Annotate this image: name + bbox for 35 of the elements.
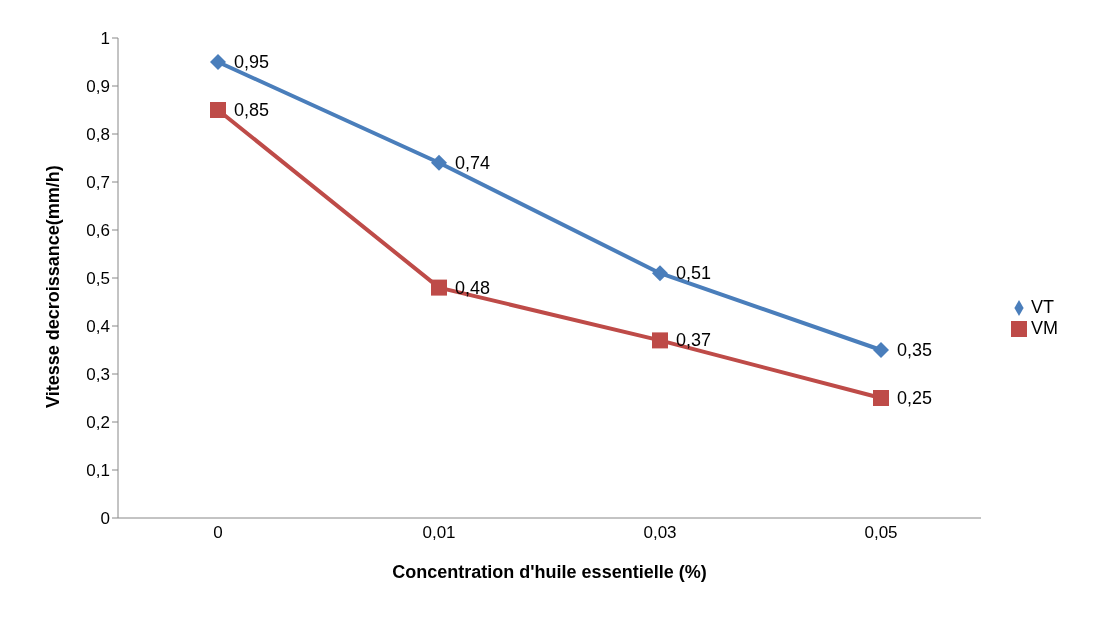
y-tick-label: 1 (100, 29, 110, 49)
data-label: 0,74 (455, 152, 491, 173)
point (652, 265, 668, 282)
y-tick-label: 0,2 (86, 413, 110, 433)
x-tick-label: 0 (213, 523, 223, 543)
data-label: 0,51 (676, 263, 712, 284)
y-tick-label: 0,6 (86, 221, 110, 241)
point (210, 102, 226, 118)
data-label: 0,35 (897, 340, 933, 360)
y-tick-label: 0,7 (86, 173, 110, 193)
y-axis-title: Vitesse decroissance(mm/h) (43, 165, 64, 408)
legend-label: VT (1031, 297, 1055, 317)
y-tick-label: 0,3 (86, 365, 110, 385)
point (652, 332, 668, 349)
x-tick-label: 0,05 (864, 523, 898, 543)
y-tick-label: 0,5 (86, 269, 110, 289)
data-label: 0,48 (455, 277, 491, 298)
x-axis-title: Concentration d'huile essentielle (%) (392, 562, 707, 582)
point (210, 54, 226, 70)
x-tick-label: 0,01 (422, 523, 456, 543)
point (873, 342, 889, 358)
data-label: 0,37 (676, 330, 712, 351)
y-tick-label: 0,8 (86, 125, 110, 145)
data-label: 0,25 (897, 388, 933, 408)
y-tick-label: 0,4 (86, 317, 110, 337)
legend-label: VM (1031, 318, 1058, 338)
point (431, 279, 447, 296)
point (873, 390, 889, 406)
data-label: 0,95 (234, 52, 270, 72)
y-tick-label: 0,9 (86, 77, 110, 97)
point (431, 154, 447, 171)
x-tick-label: 0,03 (643, 523, 677, 543)
y-tick-label: 0,1 (86, 461, 110, 481)
data-label: 0,85 (234, 100, 270, 120)
y-tick-label: 0 (100, 509, 110, 529)
